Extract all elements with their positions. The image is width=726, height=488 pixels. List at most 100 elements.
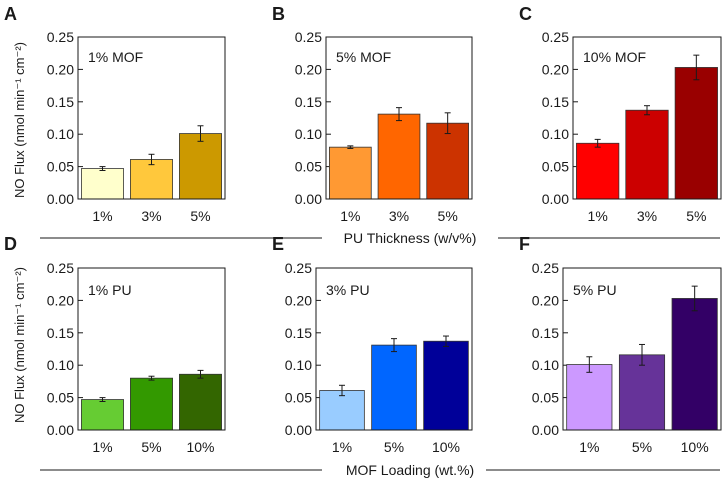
annotation-c: 10% MOF xyxy=(583,49,646,65)
y-tick-label-e-2: 0.10 xyxy=(285,357,312,373)
annotation-d: 1% PU xyxy=(88,282,132,298)
y-tick-label-a-2: 0.10 xyxy=(47,126,74,142)
y-tick-label-d-3: 0.15 xyxy=(47,325,74,341)
bar-e-1 xyxy=(371,344,417,431)
annotation-e: 3% PU xyxy=(326,282,370,298)
group-label-top: PU Thickness (w/v%) xyxy=(40,230,720,246)
y-tick-label-b-0: 0.00 xyxy=(295,191,322,207)
annotation-b: 5% MOF xyxy=(336,49,391,65)
x-tick-label-c-2: 5% xyxy=(686,208,706,224)
panel-label-a: A xyxy=(4,4,17,24)
x-tick-label-c-0: 1% xyxy=(588,208,608,224)
y-tick-label-c-1: 0.05 xyxy=(542,159,569,175)
annotation-f: 5% PU xyxy=(573,282,617,298)
y-tick-label-f-0: 0.00 xyxy=(532,422,559,438)
error-bar-d-0 xyxy=(99,397,106,402)
plot-frame-d xyxy=(77,267,226,431)
y-tick-label-f-5: 0.25 xyxy=(532,260,559,276)
error-bar-c-1 xyxy=(644,105,650,116)
plot-frame-c xyxy=(572,36,722,200)
y-tick-label-b-1: 0.05 xyxy=(295,159,322,175)
x-tick-label-a-0: 1% xyxy=(92,208,112,224)
y-tick-label-f-4: 0.20 xyxy=(532,292,559,308)
x-tick-label-b-2: 5% xyxy=(438,208,458,224)
plot-frame-b xyxy=(325,36,473,200)
error-bar-b-2 xyxy=(444,112,451,135)
panel-label-e: E xyxy=(272,234,284,254)
y-tick-label-b-3: 0.15 xyxy=(295,94,322,110)
plot-b: 0.00 0.05 0.10 0.15 0.20 0.25 1% 3% 5% xyxy=(295,29,473,224)
bar-f-2 xyxy=(671,298,718,431)
y-tick-label-c-3: 0.15 xyxy=(542,94,569,110)
panel-b: B 0.00 0.05 0.10 0.15 0.20 0.25 1% 3% 5% 5% MOF xyxy=(272,4,473,224)
y-tick-label-b-4: 0.20 xyxy=(295,61,322,77)
x-tick-label-d-0: 1% xyxy=(92,439,112,455)
y-tick-label-d-5: 0.25 xyxy=(47,260,74,276)
x-tick-label-b-1: 3% xyxy=(389,208,409,224)
y-tick-label-e-5: 0.25 xyxy=(285,260,312,276)
y-tick-label-a-5: 0.25 xyxy=(47,29,74,45)
error-bar-f-2 xyxy=(691,285,698,312)
y-tick-label-c-4: 0.20 xyxy=(542,61,569,77)
group-label-pu-thickness: PU Thickness (w/v%) xyxy=(344,230,477,246)
y-tick-label-c-0: 0.00 xyxy=(542,191,569,207)
x-tick-label-d-1: 5% xyxy=(141,439,161,455)
error-bar-e-1 xyxy=(391,338,397,353)
y-tick-label-a-4: 0.20 xyxy=(47,61,74,77)
panel-label-b: B xyxy=(272,4,285,24)
x-tick-label-e-0: 1% xyxy=(332,439,352,455)
x-tick-label-d-2: 10% xyxy=(186,439,214,455)
y-axis-label-top: NO Flux (nmol min⁻¹ cm⁻²) xyxy=(12,42,27,198)
error-bar-e-0 xyxy=(339,384,345,397)
x-tick-label-a-2: 5% xyxy=(190,208,210,224)
x-tick-label-c-1: 3% xyxy=(637,208,657,224)
plot-frame-a xyxy=(77,36,226,200)
error-bar-b-0 xyxy=(347,145,354,149)
error-bar-f-1 xyxy=(639,343,645,366)
x-tick-label-a-1: 3% xyxy=(141,208,161,224)
annotation-a: 1% MOF xyxy=(88,49,143,65)
x-tick-label-e-2: 10% xyxy=(432,439,460,455)
y-tick-label-d-0: 0.00 xyxy=(47,422,74,438)
bar-c-0 xyxy=(576,142,620,200)
panel-c: C 0.00 0.05 0.10 0.15 0.20 0.25 1% 3% 5% 10% MOF xyxy=(519,4,722,224)
bar-e-0 xyxy=(319,390,365,431)
plot-a: 0.00 0.05 0.10 0.15 0.20 0.25 1% 3% 5% xyxy=(47,29,226,224)
error-bar-d-2 xyxy=(197,369,204,379)
plot-frame-f xyxy=(562,267,722,431)
plot-e: 0.00 0.05 0.10 0.15 0.20 0.25 1% 5% 10% xyxy=(285,260,473,455)
y-tick-label-c-5: 0.25 xyxy=(542,29,569,45)
y-axis-label-bottom: NO Flux (nmol min⁻¹ cm⁻²) xyxy=(12,267,27,423)
bar-d-2 xyxy=(179,373,222,431)
bar-a-0 xyxy=(81,168,124,200)
bar-b-2 xyxy=(426,122,469,200)
x-tick-label-f-1: 5% xyxy=(632,439,652,455)
y-tick-label-e-4: 0.20 xyxy=(285,292,312,308)
y-tick-label-e-0: 0.00 xyxy=(285,422,312,438)
y-tick-label-d-1: 0.05 xyxy=(47,390,74,406)
bar-b-1 xyxy=(377,113,421,200)
y-tick-label-e-1: 0.05 xyxy=(285,390,312,406)
error-bar-b-1 xyxy=(396,107,402,122)
plot-f: 0.00 0.05 0.10 0.15 0.20 0.25 1% 5% 10% xyxy=(532,260,722,455)
y-tick-label-b-2: 0.10 xyxy=(295,126,322,142)
bar-b-0 xyxy=(329,146,372,200)
x-tick-label-e-1: 5% xyxy=(384,439,404,455)
x-tick-label-f-0: 1% xyxy=(579,439,599,455)
error-bar-a-1 xyxy=(148,153,155,166)
x-tick-label-b-0: 1% xyxy=(340,208,360,224)
error-bar-c-2 xyxy=(693,54,700,81)
panel-f: F 0.00 0.05 0.10 0.15 0.20 0.25 1% 5% 10% 5% PU xyxy=(519,234,722,455)
plot-c: 0.00 0.05 0.10 0.15 0.20 0.25 1% 3% 5% xyxy=(542,29,722,224)
y-tick-label-f-1: 0.05 xyxy=(532,390,559,406)
panel-e: E 0.00 0.05 0.10 0.15 0.20 0.25 1% 5% 10% 3% PU xyxy=(272,234,473,455)
panel-d: D NO Flux (nmol min⁻¹ cm⁻²) 0.00 0.05 0.10… xyxy=(4,234,226,455)
y-tick-label-c-2: 0.10 xyxy=(542,126,569,142)
bar-d-1 xyxy=(130,377,173,431)
y-tick-label-a-1: 0.05 xyxy=(47,159,74,175)
group-label-mof-loading: MOF Loading (wt.%) xyxy=(346,462,474,478)
y-tick-label-d-4: 0.20 xyxy=(47,292,74,308)
panel-label-c: C xyxy=(519,4,532,24)
y-tick-label-f-3: 0.15 xyxy=(532,325,559,341)
y-tick-label-a-3: 0.15 xyxy=(47,94,74,110)
